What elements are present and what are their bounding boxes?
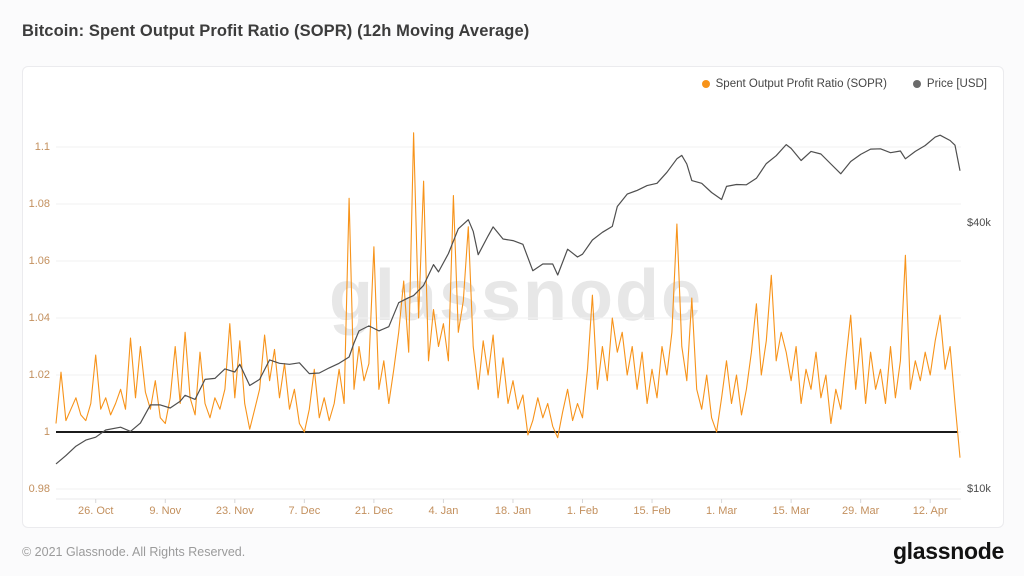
sopr-axis-tick: 1 bbox=[43, 426, 50, 438]
date-axis-tick: 9. Nov bbox=[149, 505, 182, 517]
glassnode-logo: glassnode bbox=[892, 538, 1004, 564]
chart-legend: Spent Output Profit Ratio (SOPR) Price [… bbox=[701, 78, 987, 90]
sopr-line bbox=[55, 132, 961, 458]
legend-item-price[interactable]: Price [USD] bbox=[912, 78, 987, 90]
price-axis-tick: $10k bbox=[967, 483, 991, 495]
date-axis-tick: 7. Dec bbox=[288, 505, 321, 517]
sopr-series-dot-icon bbox=[701, 80, 710, 88]
legend-label-sopr: Spent Output Profit Ratio (SOPR) bbox=[715, 78, 887, 90]
date-axis-tick: 1. Feb bbox=[566, 505, 599, 517]
chart-card: glassnode Spent Output Profit Ratio (SOP… bbox=[22, 66, 1004, 528]
date-axis-tick: 4. Jan bbox=[428, 505, 459, 517]
legend-label-price: Price [USD] bbox=[926, 78, 987, 90]
sopr-axis-tick: 0.98 bbox=[28, 483, 50, 495]
price-axis-tick: $40k bbox=[967, 217, 991, 229]
legend-item-sopr[interactable]: Spent Output Profit Ratio (SOPR) bbox=[701, 78, 887, 90]
date-axis-tick: 26. Oct bbox=[78, 505, 114, 517]
page-title: Bitcoin: Spent Output Profit Ratio (SOPR… bbox=[22, 22, 530, 40]
date-axis-tick: 21. Dec bbox=[354, 505, 393, 517]
sopr-axis-tick: 1.02 bbox=[28, 369, 50, 381]
price-line bbox=[55, 134, 961, 465]
price-series-dot-icon bbox=[912, 80, 921, 88]
date-axis-tick: 18. Jan bbox=[494, 505, 531, 517]
sopr-axis-tick: 1.08 bbox=[28, 198, 50, 210]
sopr-axis-tick: 1.1 bbox=[34, 141, 50, 153]
chart-plot-area[interactable] bbox=[23, 67, 1004, 528]
date-axis-tick: 15. Mar bbox=[772, 505, 810, 517]
date-axis-tick: 12. Apr bbox=[912, 505, 948, 517]
date-axis-tick: 23. Nov bbox=[215, 505, 254, 517]
date-axis-tick: 15. Feb bbox=[633, 505, 671, 517]
sopr-axis-tick: 1.06 bbox=[28, 255, 50, 267]
date-axis-tick: 29. Mar bbox=[842, 505, 880, 517]
date-axis-tick: 1. Mar bbox=[705, 505, 738, 517]
copyright-text: © 2021 Glassnode. All Rights Reserved. bbox=[22, 545, 246, 559]
sopr-axis-tick: 1.04 bbox=[28, 312, 50, 324]
